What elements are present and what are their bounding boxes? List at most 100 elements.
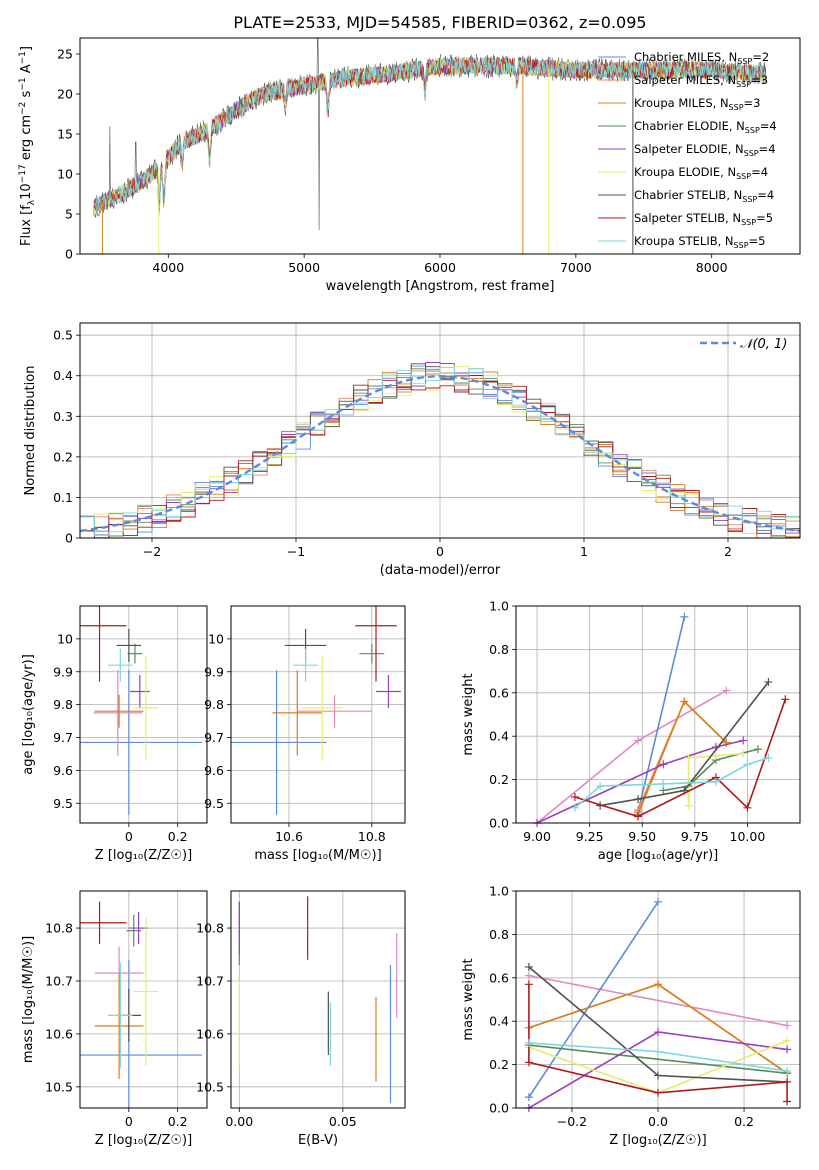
legend-label-part: Salpeter ELODIE, N <box>634 142 744 156</box>
age_vs_Z-axes: 0 0.2 9.5 9.6 9.7 9.8 9.9 10 Z [log₁₀(Z/Z☉)] age … <box>21 605 208 863</box>
x-tick-label: 0.2 <box>168 1114 188 1129</box>
weight-marker <box>654 897 662 906</box>
x-tick-label: 4000 <box>152 260 184 275</box>
legend-label: Salpeter MILES, NSSP=3 <box>634 73 768 89</box>
legend-label-part: =5 <box>749 234 766 248</box>
legend-label-part: SSP <box>736 172 751 181</box>
y-axis-label: Normed distribution <box>23 366 38 496</box>
y-tick-label: 10 <box>57 631 73 646</box>
x-axis-label: mass [log₁₀(M/M☉)] <box>254 848 381 863</box>
weight-marker <box>783 1097 792 1106</box>
weight-line <box>574 757 769 809</box>
y-tick-label: 10.7 <box>196 973 224 988</box>
weight-marker <box>781 695 790 704</box>
y-axis-label-part: −1 <box>18 51 28 64</box>
axes-frame <box>79 605 208 824</box>
legend-label-part: =4 <box>751 165 768 179</box>
y-tick-label: 0.5 <box>53 328 73 343</box>
y-tick-label: 0.3 <box>53 409 73 424</box>
y-tick-label: 9.7 <box>53 730 73 745</box>
weight_vs_age-axes: 9.00 9.25 9.50 9.75 10.00 0.0 0.2 0.4 0.6 0.8 1.0 a… <box>461 599 801 863</box>
weight-marker <box>783 1021 792 1030</box>
legend-label-part: Kroupa ELODIE, N <box>634 165 736 179</box>
legend-label-part: =5 <box>756 211 773 225</box>
weight-marker <box>654 1047 662 1056</box>
weight-marker <box>659 779 668 788</box>
y-tick-label: 10 <box>57 167 73 182</box>
weight-marker <box>739 749 748 758</box>
axes-frame <box>79 322 801 539</box>
y-tick-label: 0.4 <box>489 729 509 744</box>
x-tick-label: 10.8 <box>358 829 386 844</box>
weight-line <box>528 974 788 1027</box>
weight-marker <box>654 1088 662 1097</box>
weight-marker <box>524 971 533 980</box>
x-tick-label: 0.2 <box>168 829 188 844</box>
legend-label: Salpeter STELIB, NSSP=5 <box>634 211 773 227</box>
x-tick-label: 5000 <box>288 260 320 275</box>
x-tick-label: 1 <box>580 544 588 559</box>
y-tick-label: 0.2 <box>53 449 73 464</box>
legend-label: Kroupa ELODIE, NSSP=4 <box>634 165 768 181</box>
legend-label-part: Kroupa MILES, N <box>634 96 729 110</box>
y-axis-label: mass weight <box>461 673 476 755</box>
y-tick-label: 10.7 <box>45 973 73 988</box>
y-tick-label: 1.0 <box>489 884 509 899</box>
x-tick-label: −0.2 <box>557 1114 587 1129</box>
y-tick-label: 0.6 <box>489 685 509 700</box>
x-tick-label: 0.00 <box>225 1114 253 1129</box>
y-axis-label-part: λ <box>27 199 37 205</box>
residuals-axes: −2 −1 0 1 2 0 0.1 0.2 0.3 0.4 0.5 (data-model)/erro… <box>23 322 801 578</box>
weight-marker <box>743 803 752 812</box>
y-axis-label-part: Flux [f <box>19 205 34 246</box>
y-tick-label: 9.8 <box>53 697 73 712</box>
x-tick-label: 10.00 <box>730 829 766 844</box>
y-axis-label-part: −17 <box>18 164 28 183</box>
legend-label-part: Chabrier ELODIE, N <box>634 119 745 133</box>
legend-label-part: SSP <box>736 80 751 89</box>
y-tick-label: 0.2 <box>489 1057 509 1072</box>
y-axis-label-part: A <box>19 64 34 77</box>
legend-label-part: Kroupa STELIB, N <box>634 234 734 248</box>
y-axis-label-part: s <box>19 90 34 101</box>
weight-marker <box>524 962 533 971</box>
weight-marker <box>739 736 748 745</box>
x-tick-label: 2 <box>724 544 732 559</box>
x-tick-label: 0 <box>436 544 444 559</box>
y-tick-label: 0 <box>65 247 73 262</box>
spectrum-line <box>93 56 767 214</box>
y-tick-label: 9.5 <box>53 796 73 811</box>
x-axis-label: (data-model)/error <box>380 563 501 578</box>
weight-marker <box>596 782 605 791</box>
weight-marker <box>634 812 643 821</box>
legend-label: Chabrier STELIB, NSSP=4 <box>634 188 774 204</box>
weight-marker <box>722 686 731 695</box>
y-tick-label: 5 <box>65 207 73 222</box>
y-tick-label: 9.5 <box>204 796 224 811</box>
x-tick-label: −1 <box>287 544 305 559</box>
weight-marker <box>722 738 731 747</box>
y-axis-label: Flux [fλ10−17 erg cm−2 s−1 A−1] <box>18 46 37 246</box>
weight-line <box>528 901 659 1098</box>
x-axis-label: Z [log₁₀(Z/Z☉)] <box>95 1133 192 1148</box>
x-tick-label: 0 <box>125 1114 133 1129</box>
weight-marker <box>634 736 643 745</box>
legend-label-part: SSP <box>745 126 760 135</box>
axes-frame <box>230 890 406 1109</box>
histogram-step <box>80 366 800 536</box>
y-tick-label: 9.6 <box>204 763 224 778</box>
spectrum-axes: 4000 5000 6000 7000 8000 0 5 10 15 20 25 wavelength… <box>18 37 801 294</box>
histogram-step <box>80 375 800 538</box>
y-tick-label: 10.8 <box>45 921 73 936</box>
normal-curve <box>79 374 801 533</box>
legend-label-part: =4 <box>757 188 774 202</box>
y-tick-label: 0.8 <box>489 927 509 942</box>
legend-label: Salpeter ELODIE, NSSP=4 <box>634 142 776 158</box>
y-axis-label: mass weight <box>461 958 476 1040</box>
x-tick-label: 0.2 <box>734 1114 754 1129</box>
weight-marker <box>570 803 579 812</box>
legend-label-part: =2 <box>752 50 769 64</box>
weight-marker <box>743 760 752 769</box>
y-tick-label: 10.5 <box>45 1079 73 1094</box>
